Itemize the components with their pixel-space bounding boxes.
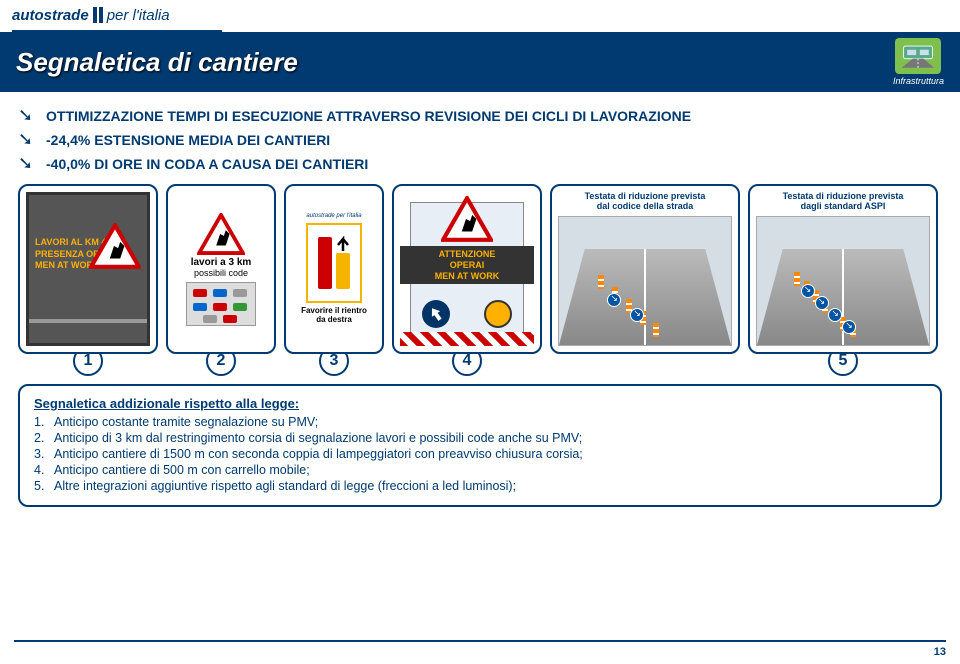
- brand-bars-icon: [92, 7, 104, 23]
- panel-vms: LAVORI AL KM 48 PRESENZA OPERAI MEN AT W…: [18, 184, 158, 354]
- bullet-item: ➘ -40,0% DI ORE IN CODA A CAUSA DEI CANT…: [18, 153, 942, 174]
- page-number: 13: [934, 646, 946, 658]
- arrow-down-right-icon: ➘: [18, 129, 36, 150]
- brand-light: per l'italia: [107, 7, 170, 24]
- road-perspective: [558, 216, 732, 346]
- merge-label: Favorire il rientro da destra: [301, 307, 367, 325]
- panel-road-aspi: Testata di riduzione prevista dagli stan…: [748, 184, 938, 354]
- merge-sign-icon: [306, 223, 362, 303]
- bullet-list: ➘ OTTIMIZZAZIONE TEMPI DI ESECUZIONE ATT…: [18, 105, 942, 174]
- truck-line: OPERAI: [400, 260, 534, 271]
- legend-item: 1.Anticipo costante tramite segnalazione…: [34, 415, 926, 429]
- content-area: ➘ OTTIMIZZAZIONE TEMPI DI ESECUZIONE ATT…: [0, 92, 960, 507]
- legend-title: Segnaletica addizionale rispetto alla le…: [34, 396, 926, 411]
- panel-road-standard: Testata di riduzione prevista dal codice…: [550, 184, 740, 354]
- roadwork-sign-icon: [197, 213, 245, 255]
- legend-text: Anticipo cantiere di 500 m con carrello …: [54, 463, 310, 477]
- legend-list: 1.Anticipo costante tramite segnalazione…: [34, 415, 926, 493]
- vms-divider: [29, 319, 147, 323]
- title-band: Segnaletica di cantiere Infrastruttura: [0, 32, 960, 92]
- legend-text: Anticipo di 3 km dal restringimento cors…: [54, 431, 582, 445]
- legend-item: 5.Altre integrazioni aggiuntive rispetto…: [34, 479, 926, 493]
- infra-label: Infrastruttura: [893, 76, 944, 86]
- legend-box: Segnaletica addizionale rispetto alla le…: [18, 384, 942, 507]
- highway-icon: [895, 38, 941, 74]
- panels-row: LAVORI AL KM 48 PRESENZA OPERAI MEN AT W…: [18, 184, 942, 354]
- truck-vms-text: ATTENZIONE OPERAI MEN AT WORK: [400, 246, 534, 284]
- legend-text: Anticipo cantiere di 1500 m con seconda …: [54, 447, 583, 461]
- bullet-item: ➘ OTTIMIZZAZIONE TEMPI DI ESECUZIONE ATT…: [18, 105, 942, 126]
- panel-truck: ATTENZIONE OPERAI MEN AT WORK: [392, 184, 542, 354]
- legend-item: 3.Anticipo cantiere di 1500 m con second…: [34, 447, 926, 461]
- panel-presign: lavori a 3 km possibili code: [166, 184, 276, 354]
- mini-brand: autostrade per l'italia: [306, 213, 361, 219]
- road-perspective: [756, 216, 930, 346]
- brand-logo: autostrade per l'italia: [0, 0, 960, 30]
- hazard-stripes-icon: [400, 332, 534, 346]
- presign-label: lavori a 3 km: [191, 257, 252, 268]
- footer-divider: [14, 640, 946, 642]
- panel-merge: autostrade per l'italia Favorire il rien…: [284, 184, 384, 354]
- legend-item: 2.Anticipo di 3 km dal restringimento co…: [34, 431, 926, 445]
- legend-text: Anticipo costante tramite segnalazione s…: [54, 415, 318, 429]
- roadwork-sign-icon: [89, 223, 141, 269]
- bullet-text: -40,0% DI ORE IN CODA A CAUSA DEI CANTIE…: [46, 156, 368, 172]
- bullet-text: OTTIMIZZAZIONE TEMPI DI ESECUZIONE ATTRA…: [46, 108, 691, 124]
- arrow-down-right-icon: ➘: [18, 153, 36, 174]
- roadwork-sign-icon: [441, 196, 493, 242]
- infra-badge: Infrastruttura: [893, 38, 944, 86]
- vms-display: LAVORI AL KM 48 PRESENZA OPERAI MEN AT W…: [26, 192, 150, 346]
- traffic-jam-icon: [186, 282, 256, 326]
- legend-item: 4.Anticipo cantiere di 500 m con carrell…: [34, 463, 926, 477]
- direction-arrow-icon: [422, 300, 450, 328]
- legend-text: Altre integrazioni aggiuntive rispetto a…: [54, 479, 516, 493]
- road-head-label: Testata di riduzione prevista dagli stan…: [783, 192, 904, 212]
- truck-mobile-sign: ATTENZIONE OPERAI MEN AT WORK: [400, 192, 534, 346]
- page-title: Segnaletica di cantiere: [16, 47, 298, 78]
- road-head-label: Testata di riduzione prevista dal codice…: [585, 192, 706, 212]
- bullet-item: ➘ -24,4% ESTENSIONE MEDIA DEI CANTIERI: [18, 129, 942, 150]
- truck-line: ATTENZIONE: [400, 249, 534, 260]
- brand-bold: autostrade: [12, 7, 89, 24]
- flash-light-icon: [484, 300, 512, 328]
- truck-line: MEN AT WORK: [400, 271, 534, 282]
- presign-sublabel: possibili code: [194, 268, 248, 278]
- arrow-down-right-icon: ➘: [18, 105, 36, 126]
- bullet-text: -24,4% ESTENSIONE MEDIA DEI CANTIERI: [46, 132, 330, 148]
